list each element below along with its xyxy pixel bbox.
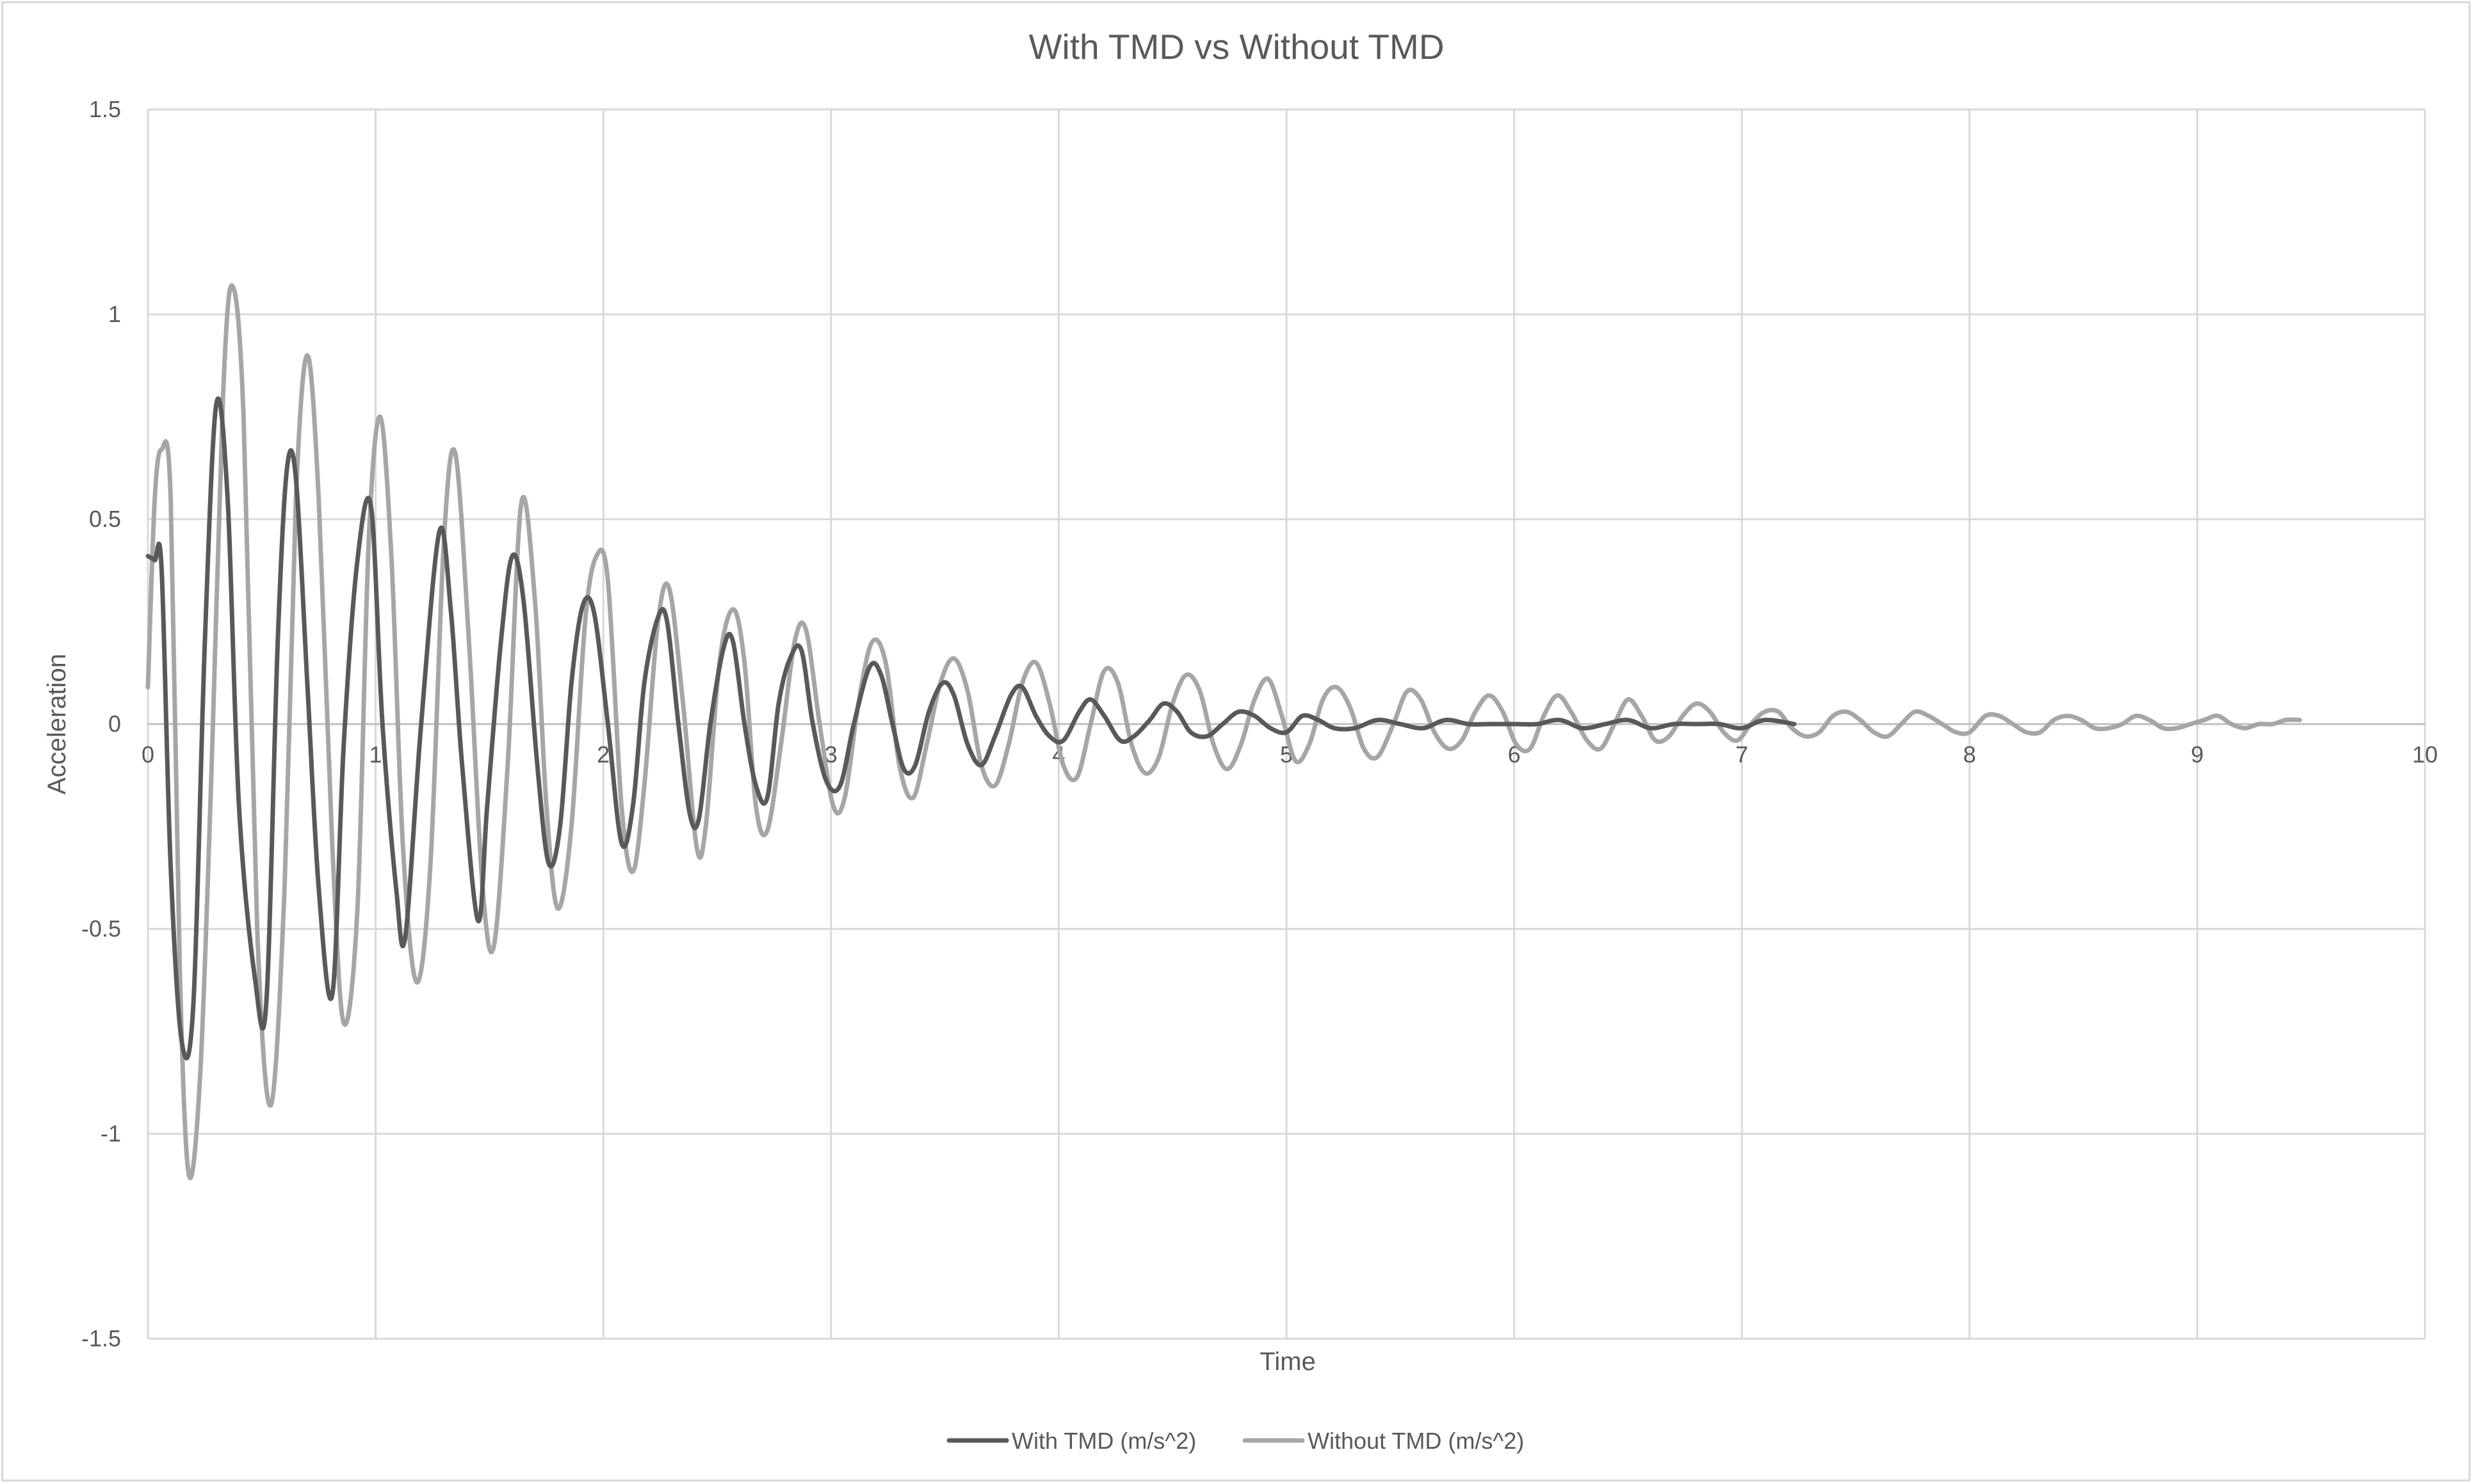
x-tick-label: 2 <box>597 741 610 768</box>
x-tick-label: 7 <box>1735 741 1748 768</box>
x-axis-label: Time <box>1260 1348 1315 1376</box>
x-tick-label: 0 <box>142 741 154 768</box>
y-tick-label: 1 <box>108 301 121 327</box>
y-tick-labels: 1.5 1 0.5 0 -0.5 -1 -1.5 <box>81 96 121 1351</box>
legend: With TMD (m/s^2) Without TMD (m/s^2) <box>946 1428 1524 1454</box>
y-tick-label: 1.5 <box>89 96 121 122</box>
chart-title: With TMD vs Without TMD <box>1029 27 1445 67</box>
y-tick-label: 0.5 <box>89 506 121 532</box>
x-tick-label: 10 <box>2412 741 2438 768</box>
series-line-without-tmd <box>145 283 2302 1181</box>
series-line-with-tmd <box>145 396 1797 1061</box>
y-tick-label: -0.5 <box>81 915 121 942</box>
x-tick-label: 9 <box>2191 741 2203 768</box>
x-tick-label: 8 <box>1963 741 1976 768</box>
y-axis-label: Acceleration <box>43 654 71 794</box>
legend-label: Without TMD (m/s^2) <box>1308 1428 1524 1454</box>
y-tick-label: -1 <box>101 1120 121 1147</box>
x-tick-label: 1 <box>369 741 382 768</box>
x-tick-label: 3 <box>825 741 838 768</box>
y-tick-label: -1.5 <box>81 1325 121 1351</box>
y-tick-label: 0 <box>108 711 121 737</box>
series-layer <box>145 283 2302 1181</box>
legend-label: With TMD (m/s^2) <box>1012 1428 1196 1454</box>
